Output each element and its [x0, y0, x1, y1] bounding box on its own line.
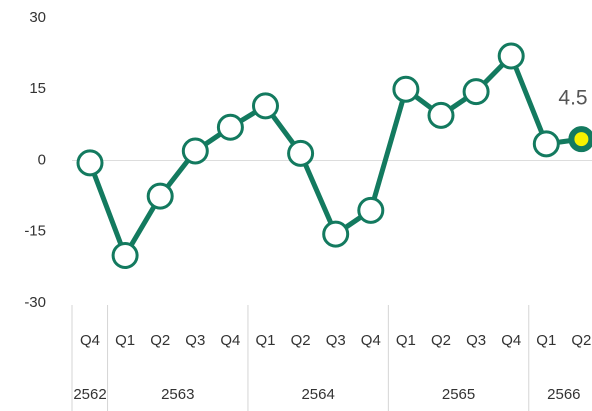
x-tick-label: Q3 [466, 332, 486, 349]
group-label: 2563 [161, 386, 194, 403]
x-tick-label: Q4 [501, 332, 521, 349]
point [287, 139, 315, 167]
x-tick-label: Q2 [150, 332, 170, 349]
y-tick-label: 30 [29, 9, 46, 26]
x-tick-label: Q1 [536, 332, 556, 349]
point [357, 196, 385, 224]
x-tick-label: Q4 [361, 332, 381, 349]
point [427, 101, 455, 129]
point [497, 42, 525, 70]
point [76, 149, 104, 177]
x-tick-label: Q3 [185, 332, 205, 349]
point [181, 137, 209, 165]
x-tick-label: Q4 [80, 332, 100, 349]
y-tick-label: 0 [38, 151, 46, 168]
point [111, 242, 139, 269]
group-label: 2566 [547, 386, 580, 403]
y-tick-label: -15 [24, 223, 46, 240]
point [322, 220, 350, 248]
x-tick-label: Q4 [220, 332, 240, 349]
y-tick-label: 15 [29, 80, 46, 97]
x-tick-label: Q2 [431, 332, 451, 349]
group-label: 2564 [301, 386, 334, 403]
point [392, 75, 420, 103]
data-label: 4.5 [558, 87, 587, 110]
point [462, 78, 490, 106]
group-label: 2562 [73, 386, 106, 403]
x-tick-label: Q2 [291, 332, 311, 349]
x-tick-label: Q1 [396, 332, 416, 349]
highlighted-point [568, 126, 592, 153]
x-tick-label: Q1 [115, 332, 135, 349]
point [216, 113, 244, 141]
x-tick-label: Q2 [571, 332, 591, 349]
group-label: 2565 [442, 386, 475, 403]
point [146, 182, 174, 210]
point [252, 92, 279, 120]
x-tick-label: Q3 [326, 332, 346, 349]
y-tick-label: -30 [24, 294, 46, 311]
x-tick-label: Q1 [255, 332, 275, 349]
point [532, 130, 560, 158]
